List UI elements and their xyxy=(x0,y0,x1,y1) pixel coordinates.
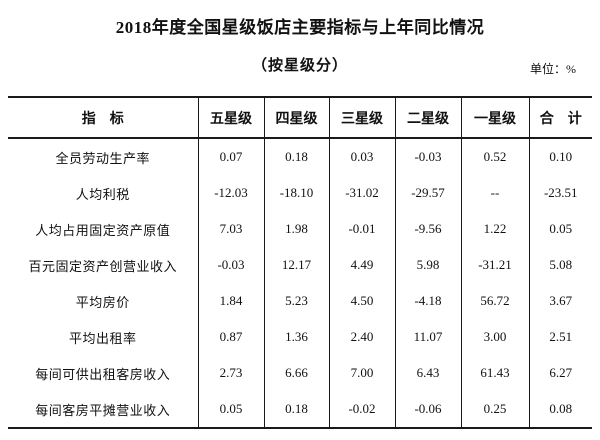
value-cell: 4.50 xyxy=(328,283,395,319)
value-cell: -- xyxy=(460,175,529,211)
table-row: 平均房价 1.84 5.23 4.50 -4.18 56.72 3.67 xyxy=(8,283,592,319)
value-cell: -31.21 xyxy=(460,247,529,283)
value-cell: -0.01 xyxy=(328,211,395,247)
value-cell: -0.02 xyxy=(328,391,395,428)
value-cell: 6.66 xyxy=(263,355,329,391)
value-cell: 0.05 xyxy=(528,211,592,247)
value-cell: -31.02 xyxy=(328,175,395,211)
row-label: 平均出租率 xyxy=(68,330,137,346)
value-cell: 0.10 xyxy=(528,138,592,175)
table-row: 百元固定资产创营业收入 -0.03 12.17 4.49 5.98 -31.21 5.08 xyxy=(8,247,592,283)
subtitle-row: （按星级分） 单位：% xyxy=(0,54,600,78)
value-cell: 5.98 xyxy=(394,247,461,283)
value-cell: -0.03 xyxy=(394,138,461,175)
row-label: 每间客房平摊营业收入 xyxy=(35,402,171,418)
value-cell: 0.07 xyxy=(197,138,264,175)
value-cell: 5.23 xyxy=(263,283,329,319)
column-header-four-star: 四星级 xyxy=(263,97,329,139)
value-cell: -4.18 xyxy=(394,283,461,319)
value-cell: -0.06 xyxy=(394,391,461,428)
value-cell: 7.03 xyxy=(197,211,264,247)
row-label: 全员劳动生产率 xyxy=(55,150,150,166)
value-cell: 12.17 xyxy=(263,247,329,283)
value-cell: 7.00 xyxy=(328,355,395,391)
column-header-total: 合 计 xyxy=(528,97,592,139)
table-row: 平均出租率 0.87 1.36 2.40 11.07 3.00 2.51 xyxy=(8,319,592,355)
value-cell: 2.51 xyxy=(528,319,592,355)
value-cell: 56.72 xyxy=(460,283,529,319)
table-row: 每间客房平摊营业收入 0.05 0.18 -0.02 -0.06 0.25 0.08 xyxy=(8,391,592,428)
row-label: 平均房价 xyxy=(75,294,130,310)
value-cell: 1.84 xyxy=(197,283,264,319)
value-cell: 3.67 xyxy=(528,283,592,319)
value-cell: 0.18 xyxy=(263,138,329,175)
value-cell: 0.25 xyxy=(460,391,529,428)
value-cell: 0.18 xyxy=(263,391,329,428)
value-cell: 1.22 xyxy=(460,211,529,247)
column-header-two-star: 二星级 xyxy=(394,97,461,139)
value-cell: -0.03 xyxy=(197,247,264,283)
table-row: 人均占用固定资产原值 7.03 1.98 -0.01 -9.56 1.22 0.05 xyxy=(8,211,592,247)
value-cell: -9.56 xyxy=(394,211,461,247)
table-row: 全员劳动生产率 0.07 0.18 0.03 -0.03 0.52 0.10 xyxy=(8,138,592,175)
value-cell: 0.52 xyxy=(460,138,529,175)
value-cell: 6.27 xyxy=(528,355,592,391)
value-cell: 0.05 xyxy=(197,391,264,428)
row-label: 每间可供出租客房收入 xyxy=(35,366,171,382)
column-header-one-star: 一星级 xyxy=(460,97,529,139)
value-cell: -12.03 xyxy=(197,175,264,211)
value-cell: 11.07 xyxy=(394,319,461,355)
page-subtitle: （按星级分） xyxy=(251,58,348,74)
value-cell: -23.51 xyxy=(528,175,592,211)
row-label: 人均利税 xyxy=(75,186,130,202)
value-cell: 4.49 xyxy=(328,247,395,283)
value-cell: 3.00 xyxy=(460,319,529,355)
value-cell: 0.87 xyxy=(197,319,264,355)
table-row: 人均利税 -12.03 -18.10 -31.02 -29.57 -- -23.51 xyxy=(8,175,592,211)
value-cell: 1.98 xyxy=(263,211,329,247)
value-cell: 2.73 xyxy=(197,355,264,391)
column-header-indicator: 指 标 xyxy=(8,97,198,139)
table-row: 每间可供出租客房收入 2.73 6.66 7.00 6.43 61.43 6.27 xyxy=(8,355,592,391)
value-cell: 6.43 xyxy=(394,355,461,391)
unit-label: 单位：% xyxy=(530,62,576,76)
value-cell: 61.43 xyxy=(460,355,529,391)
header-row: 指 标 五星级 四星级 三星级 二星级 一星级 合 计 xyxy=(8,97,592,139)
row-label: 百元固定资产创营业收入 xyxy=(28,258,177,274)
value-cell: 2.40 xyxy=(328,319,395,355)
column-header-three-star: 三星级 xyxy=(328,97,395,139)
value-cell: -29.57 xyxy=(394,175,461,211)
value-cell: 0.03 xyxy=(328,138,395,175)
indicators-table: 指 标 五星级 四星级 三星级 二星级 一星级 合 计 全员劳动生产率 0.07 0… xyxy=(8,96,592,429)
column-header-five-star: 五星级 xyxy=(197,97,264,139)
value-cell: 5.08 xyxy=(528,247,592,283)
row-label: 人均占用固定资产原值 xyxy=(35,222,171,238)
value-cell: 1.36 xyxy=(263,319,329,355)
value-cell: 0.08 xyxy=(528,391,592,428)
page-title: 2018年度全国星级饭店主要指标与上年同比情况 xyxy=(115,18,485,37)
value-cell: -18.10 xyxy=(263,175,329,211)
